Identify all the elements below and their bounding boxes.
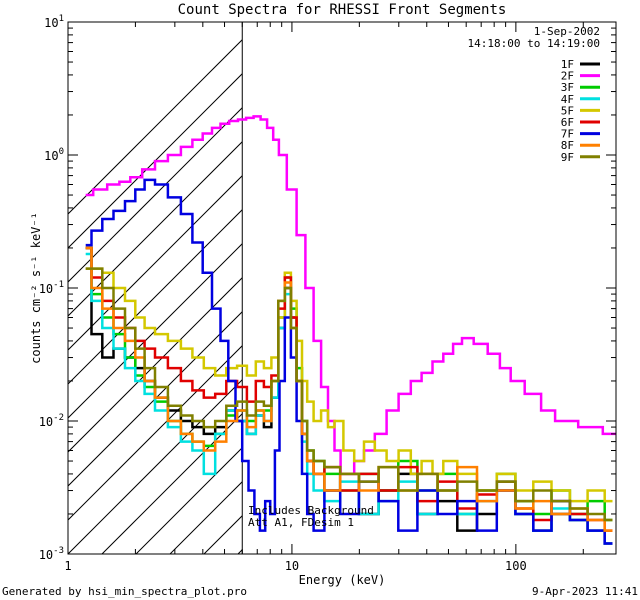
hatch-line [68,175,243,351]
series-line-5F [85,267,613,503]
x-tick-label: 100 [505,559,527,573]
hatch-line [510,0,640,554]
y-tick-exponent: -2 [53,413,64,423]
x-tick-label: 1 [64,559,71,573]
y-tick-base: 10 [44,16,58,30]
y-tick-label: 101 [44,14,64,30]
y-tick-exponent: 0 [59,147,64,157]
hatch-line [68,277,243,453]
series-layer [85,115,616,545]
legend-label: 6F [561,116,574,129]
y-tick-exponent: -1 [53,280,64,290]
y-tick-label: 10-2 [39,413,64,429]
chart-title: Count Spectra for RHESSI Front Segments [178,2,507,18]
hatch-line [68,39,243,215]
y-tick-label: 100 [44,147,64,163]
hatch-line [68,311,243,487]
hatch-line [476,0,640,554]
legend-label: 1F [561,58,574,71]
hatch-line [237,549,243,554]
footer-date: 9-Apr-2023 11:41 [532,585,638,598]
annotation-background: Includes Background [248,504,374,517]
hatch-line [272,0,640,554]
legend-label: 4F [561,93,574,106]
hatch-line [544,0,640,554]
y-tick-base: 10 [44,149,58,163]
legend-label: 7F [561,128,574,141]
x-axis: 1 10 100 [64,22,584,573]
hatch-line [442,0,640,554]
series-line-7F [85,178,613,545]
legend-time-range: 14:18:00 to 14:19:00 [468,37,600,50]
y-axis-label: counts cm⁻² s⁻¹ keV⁻¹ [29,212,43,364]
x-tick-label: 10 [285,559,299,573]
hatch-line [68,73,243,249]
series-line-9F [85,267,613,522]
legend-label: 3F [561,81,574,94]
y-tick-exponent: -3 [53,546,64,556]
hatch-line [68,141,243,317]
legend-date: 1-Sep-2002 [534,25,600,38]
y-tick-base: 10 [39,415,53,429]
annotation-attenuator: Att A1, FDesim 1 [248,516,354,529]
y-tick-base: 10 [39,282,53,296]
hatch-line [340,0,640,554]
footer-generated: Generated by hsi_min_spectra_plot.pro [2,585,247,598]
y-tick-label: 10-1 [39,280,64,296]
hatch-line [68,345,243,521]
legend-label: 2F [561,70,574,83]
hatch-line [306,0,640,554]
y-tick-base: 10 [39,548,53,562]
y-tick-label: 10-3 [39,546,64,562]
hatch-line [68,209,243,385]
hatch-line [135,447,243,554]
hatch-line [374,0,640,554]
hatch-line [101,413,243,554]
hatch-line [578,0,640,554]
series-line-2F [85,115,616,476]
y-tick-exponent: 1 [59,14,64,24]
legend-label: 9F [561,151,574,164]
legend-label: 5F [561,104,574,117]
hatch-line [68,107,243,283]
hatch-line [68,379,243,554]
legend-label: 8F [561,139,574,152]
x-axis-label: Energy (keV) [299,573,386,587]
series-line-3F [85,246,613,522]
